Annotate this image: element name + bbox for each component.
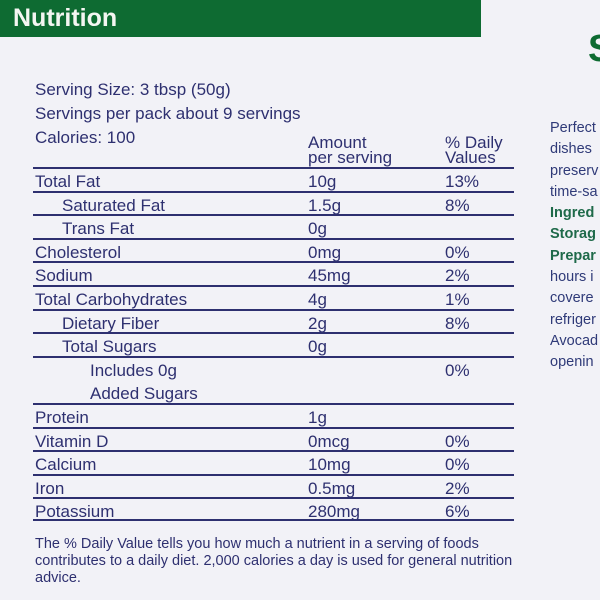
- side-heading: S: [588, 28, 600, 71]
- side-text-line: Ingred: [550, 205, 595, 222]
- table-row: Iron 0.5mg 2%: [33, 473, 514, 498]
- side-text-line: refriger: [550, 311, 596, 328]
- side-text-line: dishes: [550, 141, 592, 158]
- table-row: Vitamin D 0mcg 0%: [33, 426, 514, 451]
- nutrient-daily-value: 6%: [445, 502, 470, 522]
- side-text-line: Avocad: [550, 332, 599, 349]
- nutrient-amount: 1.5g: [308, 195, 342, 215]
- side-text-line: openin: [550, 354, 594, 371]
- side-text-line: covere: [550, 290, 594, 307]
- nutrient-amount: 10mg: [308, 455, 351, 475]
- nutrient-daily-value: 13%: [445, 172, 480, 191]
- nutrient-daily-value: 0%: [445, 431, 470, 451]
- nutrient-daily-value: 2%: [445, 478, 470, 498]
- nutrient-amount: 4g: [308, 289, 327, 309]
- nutrition-title: Nutrition: [13, 4, 118, 32]
- calories: Calories: 100: [35, 128, 136, 147]
- side-text-line: preserv: [550, 162, 599, 179]
- servings-per-pack: Servings per pack about 9 servings: [35, 104, 301, 123]
- table-row: Total Fat 10g 13%: [33, 167, 514, 191]
- nutrition-title-bar: Nutrition: [0, 0, 481, 37]
- nutrient-label: Calcium: [35, 455, 97, 475]
- dv-header-line: Values: [445, 148, 496, 167]
- nutrient-label: Protein: [35, 407, 89, 427]
- nutrient-label: Iron: [35, 478, 65, 498]
- table-row: Includes 0g Added Sugars 0%: [33, 355, 514, 405]
- amount-header-line: Amount: [308, 133, 367, 152]
- nutrient-label: Trans Fat: [62, 219, 135, 239]
- nutrient-amount: 280mg: [308, 502, 360, 522]
- nutrition-table: Total Fat 10g 13% Saturated Fat 1.5g 8% Trans …: [33, 167, 514, 521]
- table-row: Saturated Fat 1.5g 8%: [33, 190, 514, 215]
- table-row: Total Carbohydrates 4g 1%: [33, 284, 514, 309]
- side-panel-text: Perfect dishes preserv time-sa Ingred Storag P…: [550, 118, 598, 374]
- nutrient-amount: 0g: [308, 219, 327, 239]
- nutrient-label: Total Carbohydrates: [35, 289, 188, 309]
- nutrient-daily-value: 8%: [445, 195, 470, 215]
- side-text-line: hours i: [550, 269, 594, 286]
- serving-size: Serving Size: 3 tbsp (50g): [35, 80, 231, 99]
- nutrient-daily-value: 2%: [445, 266, 470, 286]
- nutrient-daily-value: 0%: [445, 455, 470, 475]
- table-row: Sodium 45mg 2%: [33, 261, 514, 285]
- amount-header-line: per serving: [308, 148, 393, 167]
- nutrient-label-line: Includes 0g: [90, 360, 177, 380]
- nutrient-amount: 0mg: [308, 242, 342, 262]
- amount-column-header: Amount per serving: [308, 133, 393, 167]
- table-row: Total Sugars 0g: [33, 332, 514, 356]
- side-text-line: Prepar: [550, 247, 596, 264]
- table-row: Protein 1g: [33, 402, 514, 427]
- nutrient-amount: 45mg: [308, 266, 351, 286]
- dv-header-line: % Daily: [445, 133, 503, 152]
- table-row: Potassium 280mg 6%: [33, 497, 514, 521]
- nutrient-label: Sodium: [35, 266, 93, 286]
- table-row: Dietary Fiber 2g 8%: [33, 308, 514, 333]
- nutrient-amount: 2g: [308, 313, 327, 333]
- nutrient-label: Cholesterol: [35, 242, 121, 262]
- nutrient-label: Potassium: [35, 502, 115, 522]
- nutrient-amount: 0mcg: [308, 431, 350, 451]
- table-row: Cholesterol 0mg 0%: [33, 237, 514, 262]
- nutrient-label: Total Sugars: [62, 337, 157, 357]
- nutrient-daily-value: 0%: [445, 242, 470, 262]
- footnote: The % Daily Value tells you how much a n…: [35, 536, 513, 586]
- nutrient-amount: 10g: [308, 172, 337, 191]
- nutrient-daily-value: 1%: [445, 289, 470, 309]
- nutrient-daily-value: 8%: [445, 313, 470, 333]
- nutrient-daily-value: 0%: [445, 360, 470, 380]
- table-row: Trans Fat 0g: [33, 214, 514, 238]
- side-text-line: time-sa: [550, 183, 598, 200]
- nutrient-amount: 1g: [308, 407, 327, 427]
- nutrient-label: Includes 0g Added Sugars: [90, 359, 198, 405]
- nutrient-label: Total Fat: [35, 172, 101, 191]
- nutrient-label: Vitamin D: [35, 431, 109, 451]
- side-text-line: Storag: [550, 226, 596, 243]
- nutrient-label: Saturated Fat: [62, 195, 166, 215]
- table-row: Calcium 10mg 0%: [33, 450, 514, 474]
- daily-value-column-header: % Daily Values: [445, 133, 503, 167]
- nutrient-label: Dietary Fiber: [62, 313, 160, 333]
- nutrient-amount: 0.5mg: [308, 478, 356, 498]
- nutrient-amount: 0g: [308, 337, 327, 357]
- nutrient-label-line: Added Sugars: [90, 383, 198, 403]
- side-text-line: Perfect: [550, 120, 596, 136]
